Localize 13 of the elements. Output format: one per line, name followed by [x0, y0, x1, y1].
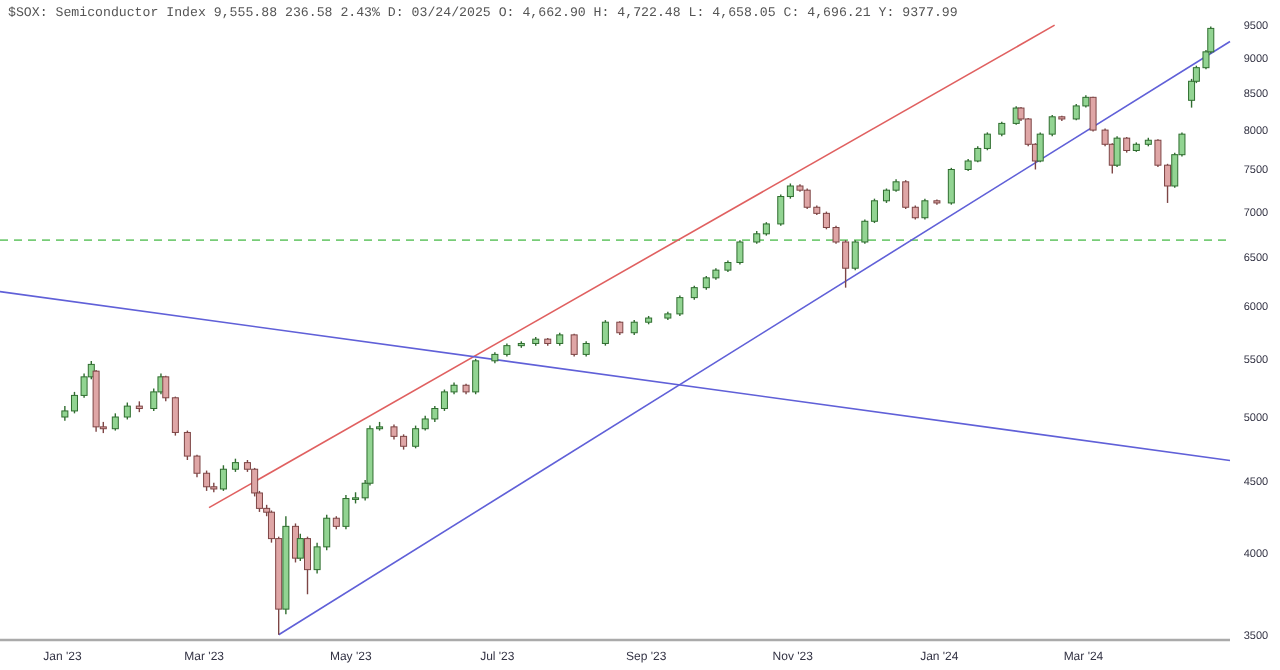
candlestick	[921, 197, 929, 221]
candlestick	[947, 167, 955, 206]
candlestick	[1036, 131, 1044, 163]
candlestick	[1089, 95, 1097, 133]
candlestick	[219, 464, 227, 492]
candlestick	[736, 239, 744, 266]
candlestick	[601, 319, 609, 347]
candlestick	[472, 358, 480, 395]
candlestick	[1113, 135, 1121, 168]
candlestick	[676, 294, 684, 317]
candlestick	[304, 535, 311, 595]
candlestick	[1048, 114, 1056, 137]
candlestick	[296, 533, 304, 562]
